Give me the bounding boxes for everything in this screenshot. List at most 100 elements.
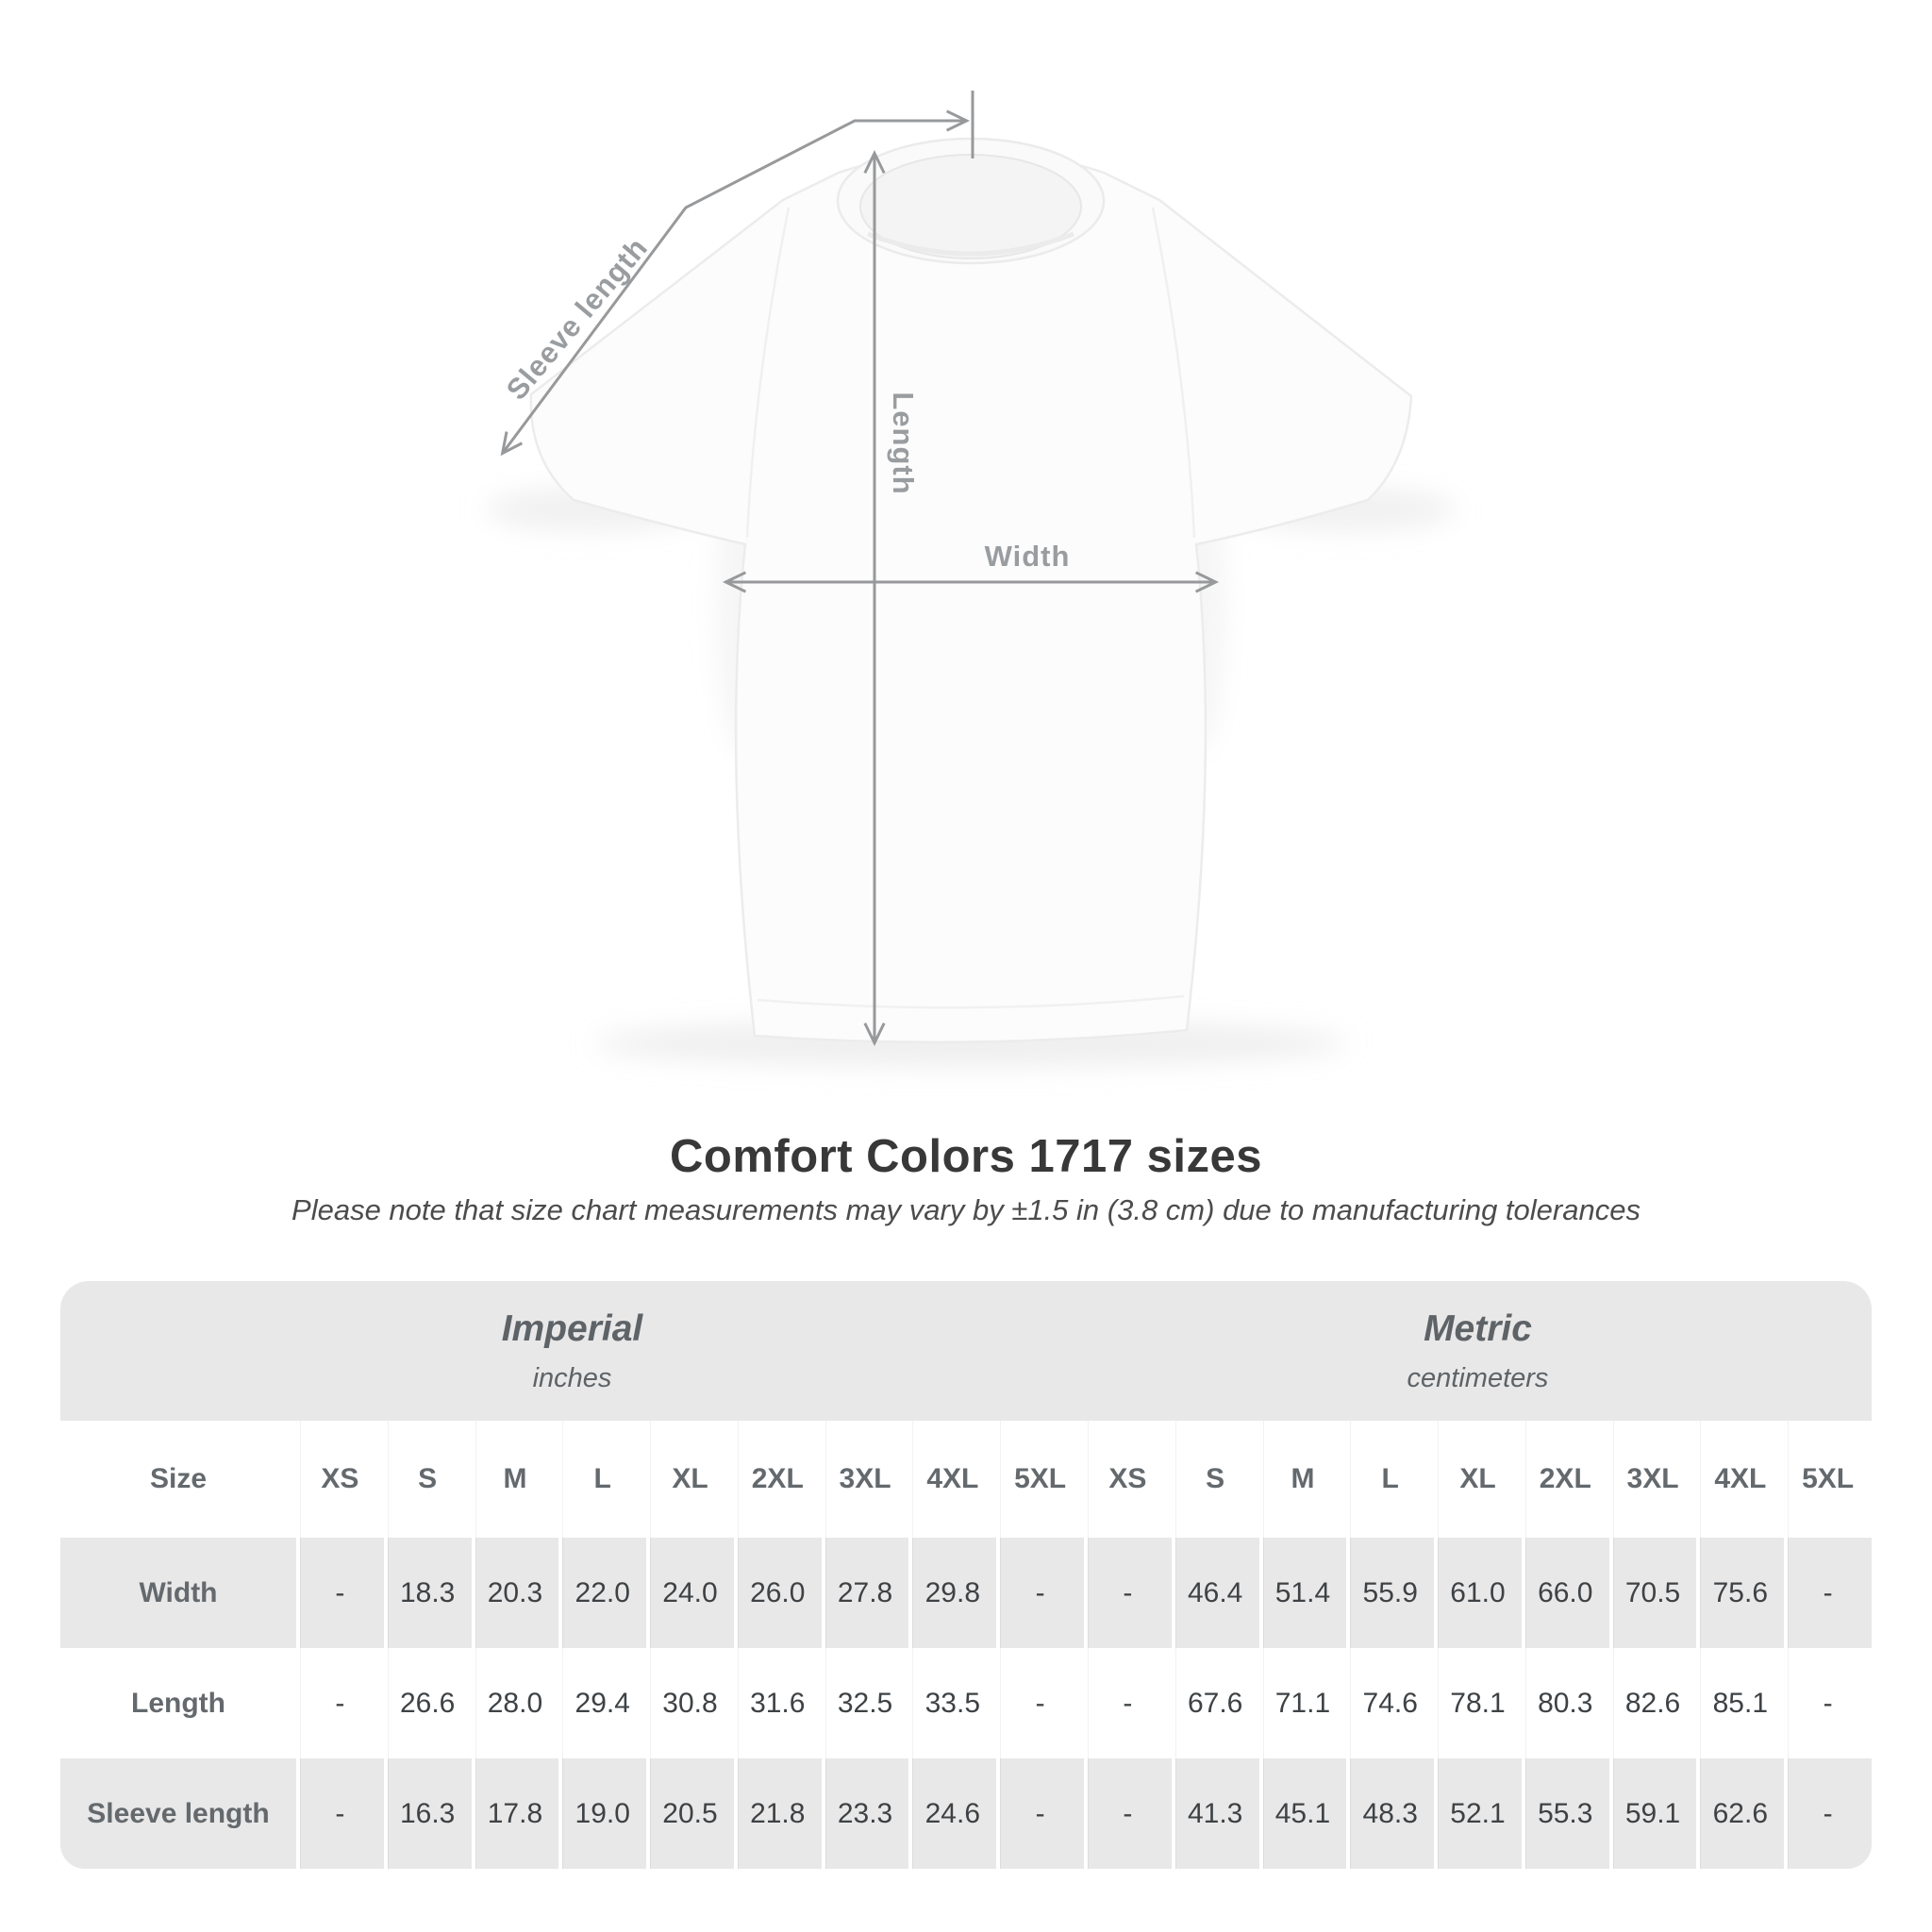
tshirt-image [529, 137, 1413, 1043]
value-cell-metric: - [1084, 1538, 1172, 1648]
value-cell-metric: 82.6 [1608, 1648, 1697, 1758]
value-cell-imperial: 20.5 [646, 1758, 734, 1869]
size-header-cell-imperial: 3XL [821, 1421, 909, 1538]
row-label: Sleeve length [87, 1797, 270, 1829]
value-cell-imperial: 24.0 [646, 1538, 734, 1648]
value-cell-metric: 71.1 [1258, 1648, 1347, 1758]
metric-label: Metric [1424, 1307, 1532, 1349]
value-cell-imperial: 33.5 [908, 1648, 997, 1758]
size-header-cell-metric: XS [1084, 1421, 1172, 1538]
row-label: Width [139, 1576, 218, 1608]
value-cell-metric: - [1084, 1648, 1172, 1758]
value-cell-imperial: 19.0 [558, 1758, 647, 1869]
value-cell-imperial: - [296, 1648, 384, 1758]
unit-header-row: Imperial inches Metric centimeters [60, 1281, 1872, 1421]
value-cell-metric: 46.4 [1171, 1538, 1259, 1648]
size-chart-table: Imperial inches Metric centimeters Size X… [60, 1281, 1872, 1869]
value-cell-imperial: 22.0 [558, 1538, 647, 1648]
value-cell-imperial: - [996, 1648, 1084, 1758]
value-cell-imperial: - [996, 1538, 1084, 1648]
tshirt-body [529, 149, 1413, 1043]
value-cell-metric: 75.6 [1696, 1538, 1785, 1648]
imperial-header: Imperial inches [60, 1281, 1084, 1421]
value-cell-metric: 55.3 [1521, 1758, 1609, 1869]
value-cell-metric: - [1084, 1758, 1172, 1869]
size-header-cell-metric: 5XL [1784, 1421, 1872, 1538]
metric-sublabel: centimeters [1407, 1362, 1549, 1393]
value-cell-metric: 74.6 [1346, 1648, 1435, 1758]
value-cell-imperial: 29.4 [558, 1648, 647, 1758]
size-header-cell-imperial: 4XL [908, 1421, 997, 1538]
table-row-length: Length -26.6 28.0 29.4 30.8 31.6 32.5 33.5- -67.… [60, 1648, 1872, 1758]
size-column-header: Size [149, 1463, 208, 1494]
imperial-sublabel: inches [532, 1362, 612, 1393]
tolerance-note: Please note that size chart measurements… [291, 1193, 1641, 1226]
value-cell-metric: 52.1 [1434, 1758, 1522, 1869]
value-cell-imperial: 26.0 [733, 1538, 822, 1648]
size-header-cell-imperial: XS [296, 1421, 384, 1538]
size-header-cell-metric: XL [1434, 1421, 1522, 1538]
length-label: Length [887, 391, 920, 494]
value-cell-imperial: 16.3 [383, 1758, 472, 1869]
value-cell-metric: 48.3 [1346, 1758, 1435, 1869]
value-cell-imperial: 29.8 [908, 1538, 997, 1648]
value-cell-imperial: 26.6 [383, 1648, 472, 1758]
sleeve-length-line [500, 109, 971, 457]
value-cell-imperial: 28.0 [471, 1648, 559, 1758]
measurement-lines [500, 91, 1220, 1047]
size-header-cell-imperial: XL [646, 1421, 734, 1538]
sleeve-seam-right [1151, 207, 1196, 539]
value-cell-imperial: 20.3 [471, 1538, 559, 1648]
size-header-cell-imperial: 5XL [996, 1421, 1084, 1538]
value-cell-imperial: 23.3 [821, 1758, 909, 1869]
size-header-cell-metric: 2XL [1521, 1421, 1609, 1538]
imperial-label: Imperial [501, 1307, 643, 1349]
size-header-cell-metric: 4XL [1696, 1421, 1785, 1538]
value-cell-metric: 61.0 [1434, 1538, 1522, 1648]
size-header-cell-metric: 3XL [1608, 1421, 1697, 1538]
value-cell-metric: 51.4 [1258, 1538, 1347, 1648]
size-header-cell-imperial: M [471, 1421, 559, 1538]
size-header-cell-metric: L [1346, 1421, 1435, 1538]
value-cell-imperial: 30.8 [646, 1648, 734, 1758]
value-cell-metric: 45.1 [1258, 1758, 1347, 1869]
value-cell-metric: 62.6 [1696, 1758, 1785, 1869]
value-cell-metric: 78.1 [1434, 1648, 1522, 1758]
value-cell-imperial: - [296, 1758, 384, 1869]
size-header-cell-imperial: S [383, 1421, 472, 1538]
value-cell-metric: 59.1 [1608, 1758, 1697, 1869]
value-cell-metric: 80.3 [1521, 1648, 1609, 1758]
value-cell-metric: 55.9 [1346, 1538, 1435, 1648]
value-cell-imperial: 31.6 [733, 1648, 822, 1758]
hem-seam [757, 994, 1185, 1009]
value-cell-imperial: 17.8 [471, 1758, 559, 1869]
size-header-cell-imperial: 2XL [733, 1421, 822, 1538]
size-header-cell-imperial: L [558, 1421, 647, 1538]
table-row-width: Width -18.3 20.3 22.0 24.0 26.0 27.8 29.8- -46.4… [60, 1538, 1872, 1648]
value-cell-imperial: 21.8 [733, 1758, 822, 1869]
tshirt-measurement-diagram: Sleeve length Length Width [486, 91, 1456, 1066]
value-cell-imperial: 27.8 [821, 1538, 909, 1648]
value-cell-imperial: 24.6 [908, 1758, 997, 1869]
page-title: Comfort Colors 1717 sizes [670, 1131, 1262, 1182]
size-header-row: Size XS S M L XL 2XL 3XL 4XL 5XL XS S M L XL 2XL 3XL 4XL 5… [60, 1421, 1872, 1538]
value-cell-imperial: - [996, 1758, 1084, 1869]
value-cell-metric: - [1784, 1758, 1872, 1869]
size-header-cell-metric: M [1258, 1421, 1347, 1538]
value-cell-imperial: 18.3 [383, 1538, 472, 1648]
size-header-cell-metric: S [1171, 1421, 1259, 1538]
value-cell-imperial: - [296, 1538, 384, 1648]
value-cell-metric: 67.6 [1171, 1648, 1259, 1758]
row-label: Length [131, 1687, 225, 1719]
value-cell-metric: 85.1 [1696, 1648, 1785, 1758]
value-cell-metric: 41.3 [1171, 1758, 1259, 1869]
metric-header: Metric centimeters [1084, 1281, 1872, 1421]
value-cell-metric: - [1784, 1538, 1872, 1648]
value-cell-metric: 66.0 [1521, 1538, 1609, 1648]
value-cell-imperial: 32.5 [821, 1648, 909, 1758]
width-label: Width [985, 540, 1071, 573]
table-row-sleeve-length: Sleeve length -16.3 17.8 19.0 20.5 21.8 23.3 24… [60, 1758, 1872, 1869]
value-cell-metric: - [1784, 1648, 1872, 1758]
value-cell-metric: 70.5 [1608, 1538, 1697, 1648]
